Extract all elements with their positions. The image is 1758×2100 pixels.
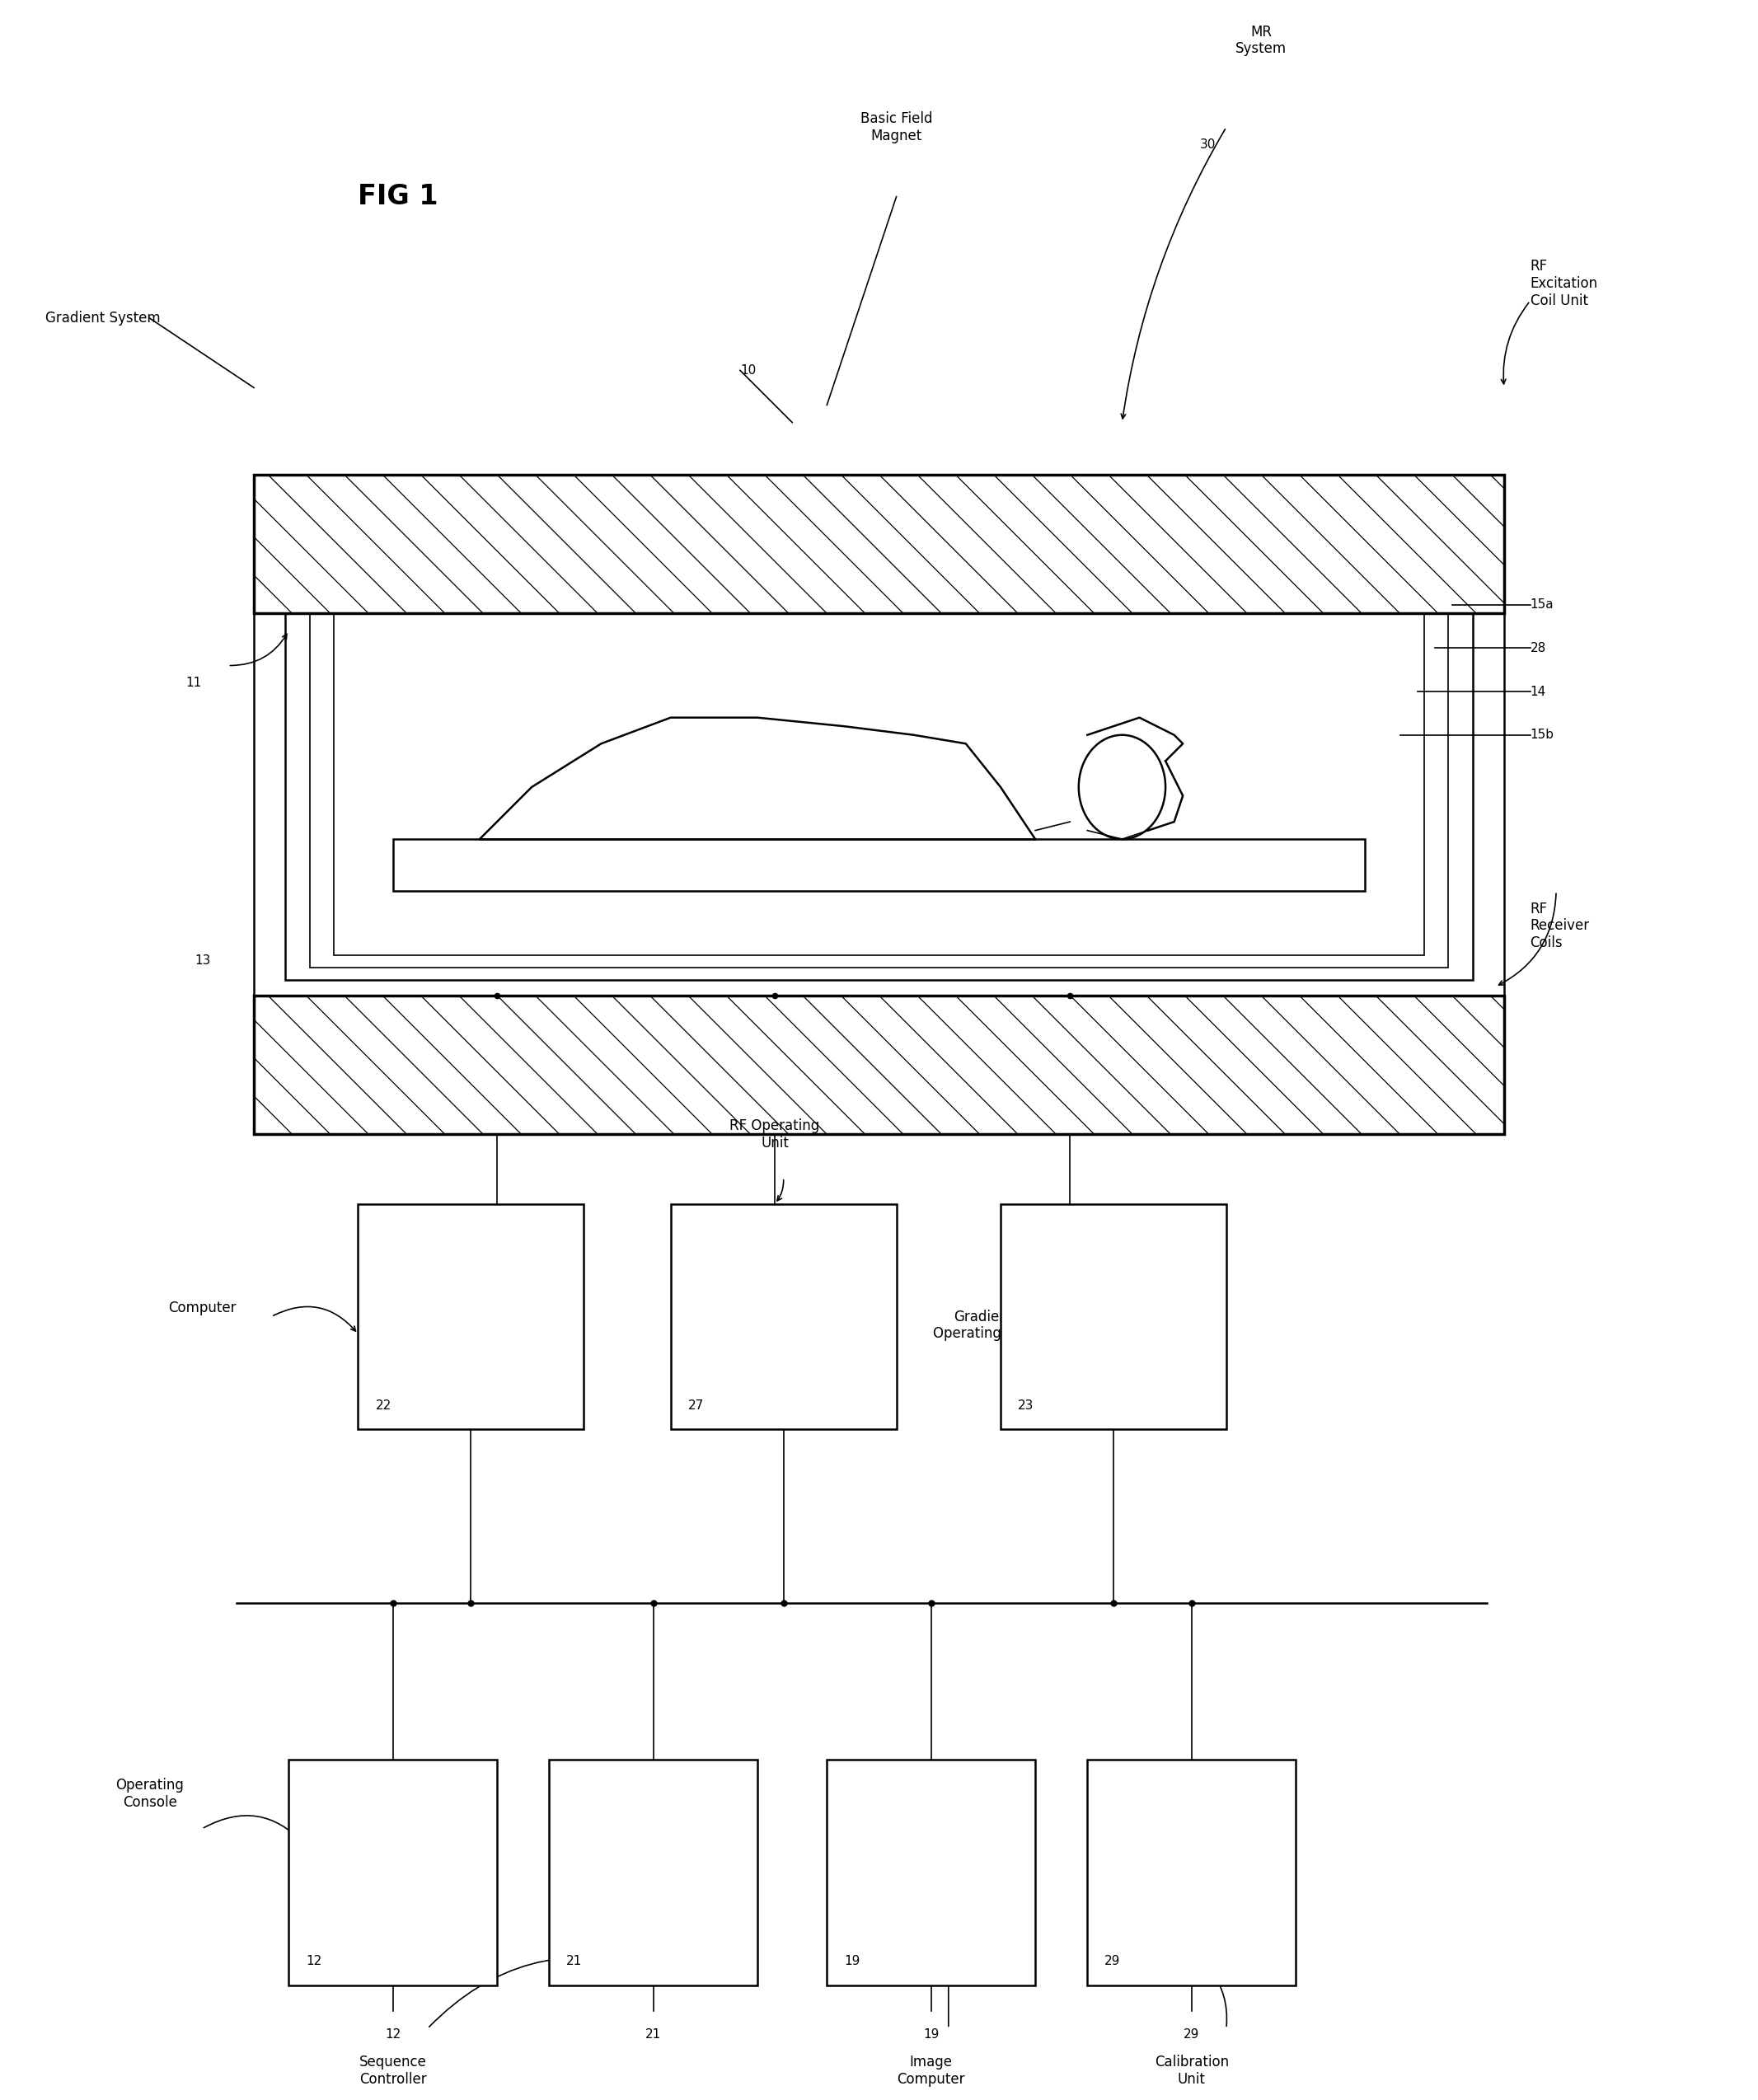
Text: 21: 21 — [566, 1955, 582, 1968]
Text: 30: 30 — [1201, 139, 1217, 151]
Text: 27: 27 — [687, 1401, 703, 1411]
Text: 29: 29 — [1183, 2029, 1199, 2041]
Bar — [548, 1760, 758, 1984]
Text: 15b: 15b — [1529, 729, 1554, 741]
Bar — [253, 613, 1505, 995]
Text: Image
Computer: Image Computer — [897, 2054, 965, 2087]
Text: 10: 10 — [740, 363, 756, 376]
Text: Basic Field
Magnet: Basic Field Magnet — [860, 111, 932, 143]
Bar — [359, 1203, 584, 1430]
Text: RF
Excitation
Coil Unit: RF Excitation Coil Unit — [1529, 258, 1598, 309]
Bar — [334, 613, 1424, 956]
Text: RF Operating
Unit: RF Operating Unit — [730, 1119, 819, 1151]
Text: Gradient System: Gradient System — [46, 311, 160, 326]
Text: 28: 28 — [1529, 643, 1545, 655]
Text: FIG 1: FIG 1 — [359, 183, 438, 210]
Bar — [288, 1760, 498, 1984]
Text: 12: 12 — [385, 2029, 401, 2041]
Bar — [1088, 1760, 1296, 1984]
Bar — [670, 1203, 897, 1430]
Text: 19: 19 — [844, 1955, 860, 1968]
Bar — [1000, 1203, 1227, 1430]
Text: 11: 11 — [186, 676, 202, 689]
Text: 15a: 15a — [1529, 598, 1554, 611]
Text: MR
System: MR System — [1236, 25, 1287, 57]
Bar — [253, 995, 1505, 1134]
Text: Operating
Console: Operating Console — [116, 1779, 185, 1810]
Text: 22: 22 — [376, 1401, 392, 1411]
Bar — [826, 1760, 1035, 1984]
Ellipse shape — [1079, 735, 1166, 840]
Bar — [253, 475, 1505, 613]
Bar — [285, 613, 1473, 981]
Text: Calibration
Unit: Calibration Unit — [1155, 2054, 1229, 2087]
Text: 13: 13 — [195, 956, 211, 966]
Text: RF
Receiver
Coils: RF Receiver Coils — [1529, 901, 1589, 951]
Text: 21: 21 — [645, 2029, 661, 2041]
Text: Sequence
Controller: Sequence Controller — [359, 2054, 427, 2087]
Text: Computer: Computer — [167, 1300, 236, 1315]
Text: 12: 12 — [306, 1955, 322, 1968]
Text: 23: 23 — [1018, 1401, 1034, 1411]
Text: Gradient
Operating Unit: Gradient Operating Unit — [933, 1308, 1034, 1342]
Bar — [309, 613, 1449, 968]
Bar — [392, 840, 1366, 890]
Bar — [253, 475, 1505, 613]
Text: 19: 19 — [923, 2029, 939, 2041]
Text: 14: 14 — [1529, 685, 1545, 697]
Text: 29: 29 — [1104, 1955, 1120, 1968]
Bar — [253, 995, 1505, 1134]
